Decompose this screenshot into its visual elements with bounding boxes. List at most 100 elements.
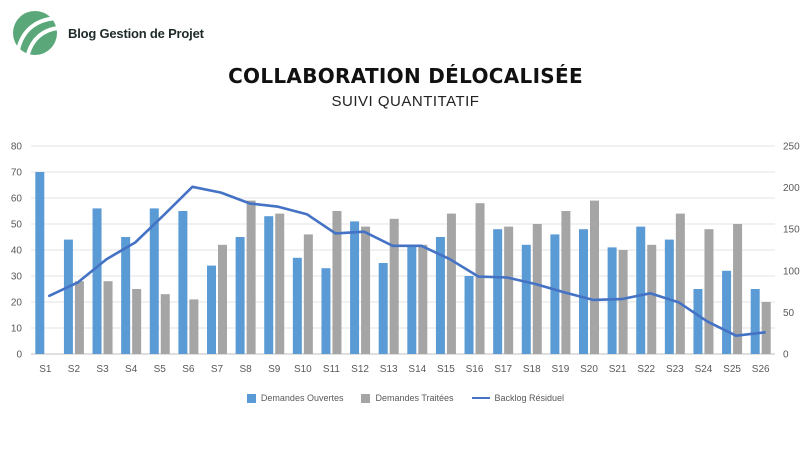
bar-demandes-ouvertes: [750, 289, 760, 354]
bar-demandes-traitees: [275, 213, 285, 354]
y-left-tick-label: 10: [11, 324, 23, 335]
legend-swatch-treated: [361, 393, 371, 403]
backlog-line-group: [47, 185, 767, 337]
bar-demandes-traitees: [74, 281, 84, 354]
bar-demandes-ouvertes: [664, 239, 674, 354]
legend-item-backlog: Backlog Résiduel: [471, 393, 565, 403]
bar-demandes-traitees: [475, 203, 485, 354]
legend-item-open: Demandes Ouvertes: [246, 393, 344, 403]
bar-demandes-ouvertes: [235, 237, 245, 354]
bar-demandes-ouvertes: [292, 257, 302, 354]
bar-demandes-traitees: [590, 200, 599, 354]
x-tick-label: S5: [154, 364, 167, 375]
x-tick-label: S21: [609, 364, 627, 375]
bar-demandes-ouvertes: [579, 229, 588, 354]
bar-demandes-traitees: [733, 224, 743, 354]
bar-demandes-traitees: [618, 250, 628, 354]
x-tick-label: S24: [695, 364, 713, 375]
bar-demandes-traitees: [504, 226, 514, 354]
chart-subtitle: SUIVI QUANTITATIF: [331, 93, 480, 110]
y-right-tick-label: 150: [783, 225, 800, 236]
tick-labels: 0 10 20 30 40 50 60 70 80 0 50 100 150 200 250 S1 S2 S3 S4…: [11, 142, 800, 376]
y-right-tick-label: 200: [783, 183, 800, 194]
y-left-tick-label: 60: [11, 194, 23, 205]
gridlines: [31, 145, 775, 355]
y-left-tick-label: 30: [11, 272, 23, 283]
bar-demandes-traitees: [160, 294, 170, 354]
x-tick-label: S12: [351, 364, 369, 375]
y-left-tick-label: 80: [11, 142, 23, 153]
bar-demandes-ouvertes: [407, 244, 417, 354]
bar-demandes-traitees: [361, 226, 371, 354]
bar-demandes-traitees: [132, 289, 142, 354]
brand-name: Blog Gestion de Projet: [68, 25, 204, 41]
y-left-tick-label: 70: [11, 168, 23, 179]
bar-demandes-ouvertes: [493, 229, 503, 354]
bar-demandes-ouvertes: [435, 237, 445, 354]
brand-logo: Blog Gestion de Projet: [12, 10, 204, 56]
y-left-tick-label: 40: [11, 246, 23, 257]
x-tick-label: S23: [666, 364, 684, 375]
bar-demandes-traitees: [647, 244, 657, 354]
bar-demandes-ouvertes: [321, 268, 331, 354]
legend-swatch-open: [246, 393, 256, 403]
x-tick-label: S11: [323, 364, 340, 375]
bar-demandes-traitees: [103, 281, 113, 354]
legend: Demandes Ouvertes Demandes Traitées Back…: [0, 393, 811, 403]
combo-chart: 0 10 20 30 40 50 60 70 80 0 50 100 150 200 250 S1 S2 S3 S4…: [11, 142, 800, 376]
y-left-tick-label: 50: [11, 220, 23, 231]
bar-demandes-traitees: [675, 213, 685, 354]
bar-demandes-ouvertes: [521, 244, 531, 354]
bar-demandes-ouvertes: [550, 234, 560, 354]
legend-label-treated: Demandes Traitées: [375, 393, 454, 403]
bar-demandes-traitees: [418, 244, 428, 354]
x-tick-label: S22: [637, 364, 655, 375]
x-tick-label: S10: [294, 364, 312, 375]
x-tick-label: S16: [466, 364, 484, 375]
line-backlog-residuel: [47, 185, 767, 337]
bar-demandes-ouvertes: [722, 270, 732, 354]
x-tick-label: S17: [494, 364, 512, 375]
legend-label-backlog: Backlog Résiduel: [494, 393, 565, 403]
x-tick-label: S3: [96, 364, 109, 375]
bar-demandes-traitees: [389, 218, 399, 354]
x-tick-label: S14: [408, 364, 426, 375]
bar-demandes-traitees: [189, 299, 199, 354]
bar-demandes-ouvertes: [264, 216, 274, 354]
bar-demandes-ouvertes: [693, 289, 703, 354]
x-tick-label: S4: [125, 364, 138, 375]
x-tick-label: S25: [723, 364, 741, 375]
bar-demandes-traitees: [561, 211, 571, 354]
bar-demandes-traitees: [246, 200, 256, 354]
x-tick-label: S19: [551, 364, 569, 375]
x-tick-label: S8: [239, 364, 252, 375]
x-tick-label: S20: [580, 364, 598, 375]
y-right-tick-label: 0: [783, 350, 789, 361]
y-left-tick-label: 20: [11, 298, 23, 309]
bar-demandes-ouvertes: [207, 265, 216, 354]
bar-demandes-ouvertes: [149, 208, 159, 354]
bar-demandes-ouvertes: [35, 172, 45, 354]
y-left-tick-label: 0: [16, 350, 22, 361]
bar-demandes-ouvertes: [636, 226, 646, 354]
x-tick-label: S7: [211, 364, 224, 375]
legend-swatch-backlog: [471, 396, 490, 400]
chart-title: COLLABORATION DÉLOCALISÉE: [228, 64, 583, 88]
bar-demandes-traitees: [704, 229, 714, 354]
bar-demandes-ouvertes: [378, 263, 388, 354]
x-tick-label: S9: [268, 364, 281, 375]
y-right-tick-label: 100: [783, 266, 800, 277]
bar-demandes-traitees: [332, 211, 342, 354]
x-tick-label: S2: [68, 364, 81, 375]
x-tick-label: S13: [380, 364, 398, 375]
x-tick-label: S1: [39, 364, 52, 375]
bar-demandes-ouvertes: [121, 237, 131, 354]
bar-demandes-ouvertes: [92, 208, 102, 354]
bar-demandes-ouvertes: [607, 247, 617, 354]
bar-demandes-ouvertes: [63, 239, 73, 354]
x-tick-label: S6: [182, 364, 195, 375]
legend-label-open: Demandes Ouvertes: [260, 393, 344, 403]
bar-demandes-traitees: [532, 224, 542, 354]
bar-demandes-ouvertes: [464, 276, 474, 354]
y-right-tick-label: 250: [783, 142, 800, 153]
